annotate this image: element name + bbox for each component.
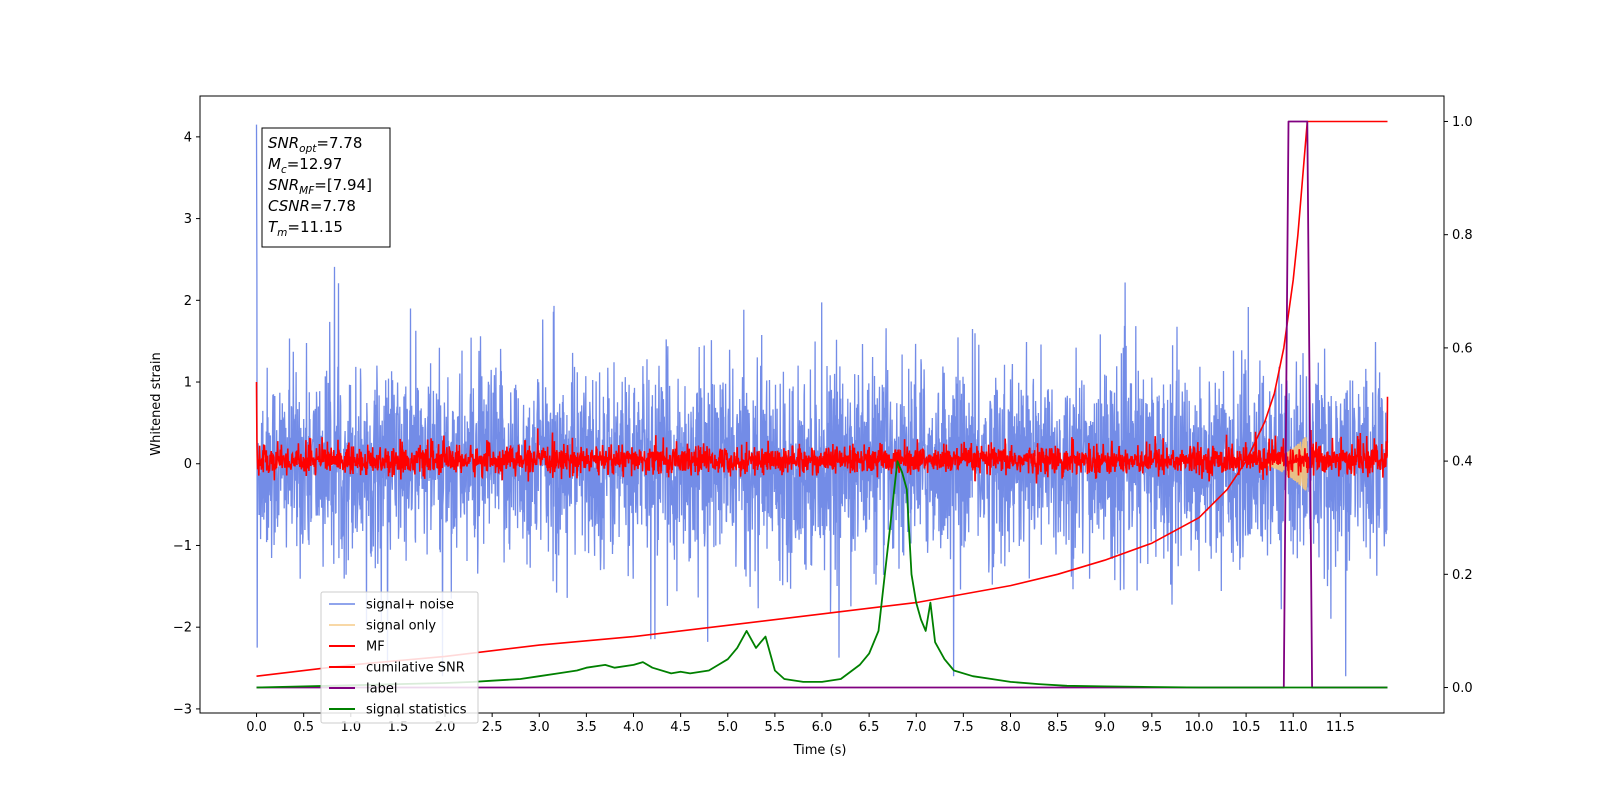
legend: signal+ noise signal only MF cumilative SNR… bbox=[320, 591, 479, 724]
x-tick-label: 6.5 bbox=[859, 720, 880, 735]
series-signal-statistics bbox=[256, 460, 1388, 689]
annotation-line: Mc=12.97 bbox=[268, 155, 342, 176]
x-axis-label: Time (s) bbox=[793, 743, 847, 758]
annotation-box: SNRopt=7.78Mc=12.97SNRMF=[7.94]CSNR=7.78… bbox=[261, 127, 391, 248]
y-axis-label: Whitened strain bbox=[149, 352, 164, 455]
x-tick-label: 5.0 bbox=[717, 720, 738, 735]
y-tick-label: 0 bbox=[184, 457, 192, 472]
series-cumulative-snr bbox=[256, 120, 1388, 677]
y2-tick-label: 0.0 bbox=[1452, 681, 1473, 696]
y-axis-right: 0.0 0.2 0.4 0.6 0.8 1.0 bbox=[1444, 115, 1473, 696]
x-tick-label: 6.0 bbox=[812, 720, 833, 735]
annotation-line: SNRMF=[7.94] bbox=[268, 176, 372, 197]
legend-label: signal+ noise bbox=[366, 598, 454, 613]
legend-frame bbox=[320, 591, 479, 724]
y2-tick-label: 0.8 bbox=[1452, 228, 1473, 243]
x-tick-label: 10.0 bbox=[1184, 720, 1213, 735]
legend-label: signal statistics bbox=[366, 703, 467, 718]
y-tick-label: 4 bbox=[184, 130, 192, 145]
y-tick-label: 1 bbox=[184, 376, 192, 391]
x-tick-label: 7.5 bbox=[953, 720, 974, 735]
annotation-frame bbox=[261, 127, 391, 248]
annotation-line: SNRopt=7.78 bbox=[268, 134, 362, 155]
x-tick-label: 3.5 bbox=[576, 720, 597, 735]
x-tick-label: 1.5 bbox=[388, 720, 409, 735]
x-tick-label: 7.0 bbox=[906, 720, 927, 735]
y2-tick-label: 0.2 bbox=[1452, 568, 1473, 583]
x-tick-label: 4.5 bbox=[670, 720, 691, 735]
x-tick-label: 8.0 bbox=[1000, 720, 1021, 735]
x-tick-label: 0.5 bbox=[293, 720, 314, 735]
x-tick-label: 8.5 bbox=[1047, 720, 1068, 735]
x-axis: 0.0 0.5 1.0 1.5 2.0 2.5 3.0 3.5 4.0 4.5 5.0 5.5 6.0 6… bbox=[246, 713, 1355, 735]
x-tick-label: 9.5 bbox=[1142, 720, 1163, 735]
annotation-line: CSNR=7.78 bbox=[268, 197, 356, 215]
y-axis-left: −3 −2 −1 0 1 2 3 4 bbox=[173, 130, 200, 717]
y-tick-label: −1 bbox=[173, 539, 192, 554]
x-tick-label: 2.0 bbox=[435, 720, 456, 735]
y-tick-label: 3 bbox=[184, 212, 192, 227]
y2-tick-label: 0.4 bbox=[1452, 455, 1473, 470]
x-tick-label: 11.0 bbox=[1279, 720, 1308, 735]
x-tick-label: 9.0 bbox=[1094, 720, 1115, 735]
x-tick-label: 5.5 bbox=[765, 720, 786, 735]
y-tick-label: −3 bbox=[173, 702, 192, 717]
x-tick-label: 11.5 bbox=[1326, 720, 1355, 735]
y-tick-label: 2 bbox=[184, 294, 192, 309]
x-tick-label: 2.5 bbox=[482, 720, 503, 735]
annotation-line: Tm=11.15 bbox=[268, 218, 343, 239]
y2-tick-label: 1.0 bbox=[1452, 115, 1473, 130]
legend-label: label bbox=[366, 682, 397, 697]
x-tick-label: 1.0 bbox=[340, 720, 361, 735]
y-tick-label: −2 bbox=[173, 621, 192, 636]
x-tick-label: 10.5 bbox=[1232, 720, 1261, 735]
legend-label: cumilative SNR bbox=[366, 661, 465, 676]
series-signal-noise bbox=[255, 124, 1389, 677]
y2-tick-label: 0.6 bbox=[1452, 341, 1473, 356]
x-tick-label: 0.0 bbox=[246, 720, 267, 735]
legend-label: MF bbox=[366, 640, 385, 655]
series-mf bbox=[255, 381, 1389, 484]
x-tick-label: 4.0 bbox=[623, 720, 644, 735]
series-layer bbox=[255, 120, 1389, 689]
x-tick-label: 3.0 bbox=[529, 720, 550, 735]
legend-label: signal only bbox=[366, 619, 436, 634]
